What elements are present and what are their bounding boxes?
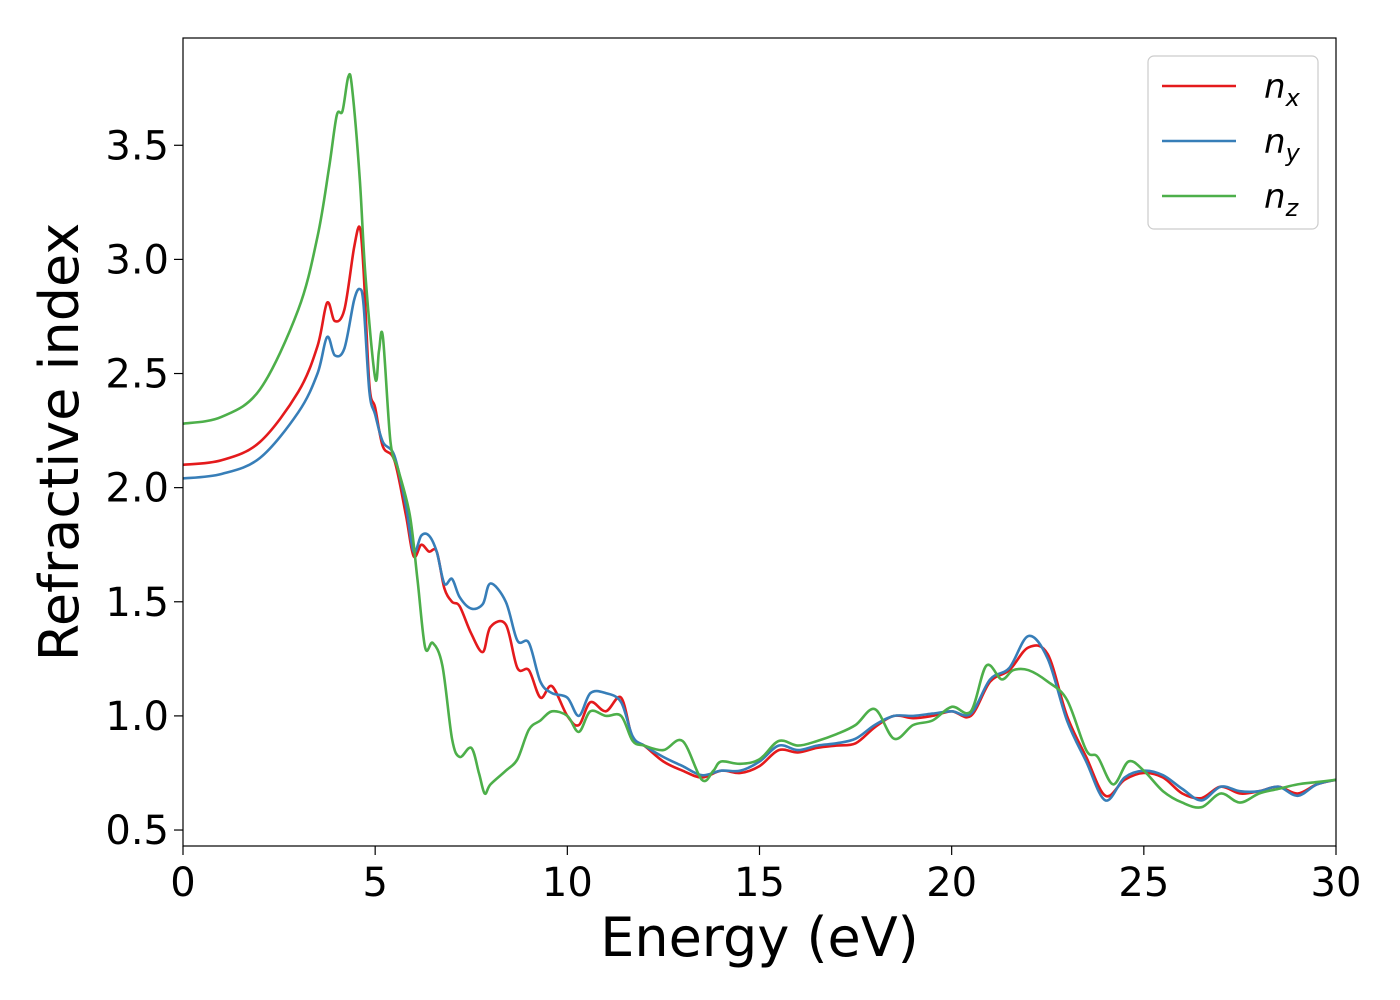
legend-label-nx: nx	[1264, 67, 1301, 112]
y-tick-label: 2.5	[105, 352, 169, 398]
x-tick-label: 25	[1118, 860, 1169, 906]
x-tick-label: 10	[542, 860, 593, 906]
y-tick-label: 1.0	[105, 694, 169, 740]
y-axis-ticks: 0.5 1.0 1.5 2.0 2.5 3.0 3.5	[105, 123, 183, 854]
legend-label-ny: ny	[1264, 122, 1301, 167]
x-tick-label: 30	[1311, 860, 1362, 906]
x-tick-label: 20	[926, 860, 977, 906]
x-tick-label: 15	[734, 860, 785, 906]
legend-label-nz: nz	[1264, 177, 1300, 222]
legend-box	[1147, 55, 1319, 230]
y-tick-label: 0.5	[105, 808, 169, 854]
legend: nx ny nz	[1147, 55, 1319, 230]
series-group	[183, 72, 1336, 809]
plot-area: 0 5 10 15 20 25 30 0.5 1.0 1.5 2.0 2.5 3.0 3.5	[105, 37, 1361, 906]
y-tick-label: 2.0	[105, 466, 169, 512]
x-axis-ticks: 0 5 10 15 20 25 30	[170, 846, 1361, 906]
y-tick-label: 3.5	[105, 123, 169, 169]
y-axis-label: Refractive index	[28, 223, 91, 662]
x-tick-label: 5	[362, 860, 387, 906]
series-line-ny	[183, 287, 1336, 802]
x-tick-label: 0	[170, 860, 195, 906]
y-tick-label: 3.0	[105, 237, 169, 283]
x-axis-label: Energy (eV)	[600, 906, 919, 969]
series-line-nz	[183, 72, 1336, 809]
y-tick-label: 1.5	[105, 580, 169, 626]
